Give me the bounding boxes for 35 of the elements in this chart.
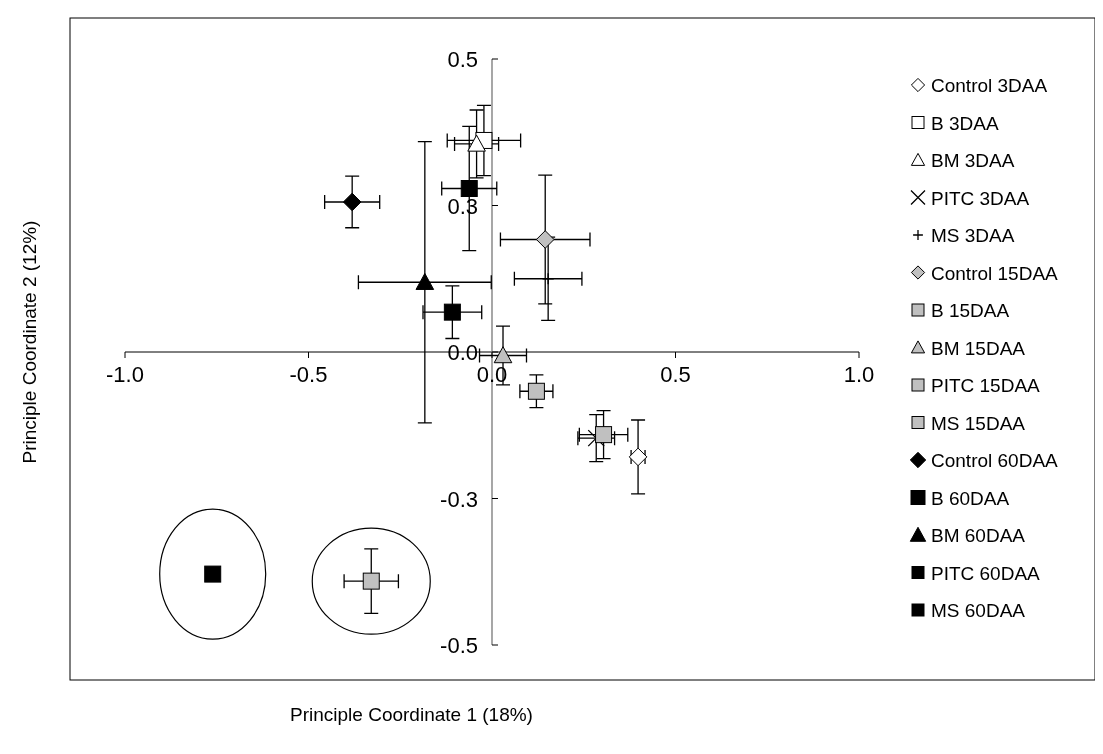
point bbox=[415, 272, 435, 290]
legend-label: Control 3DAA bbox=[931, 75, 1048, 96]
y-axis-title: Principle Coordinate 2 (12%) bbox=[19, 220, 40, 464]
legend-label: MS 15DAA bbox=[931, 412, 1026, 434]
point bbox=[541, 272, 555, 285]
legend-label: B 15DAA bbox=[931, 300, 1010, 321]
x-tick-label: -1.0 bbox=[106, 362, 144, 387]
point bbox=[460, 180, 478, 198]
legend-label: PITC 60DAA bbox=[931, 562, 1041, 584]
legend-label: MS 3DAA bbox=[931, 225, 1015, 246]
point bbox=[204, 565, 222, 583]
x-tick-label: -0.5 bbox=[289, 362, 328, 387]
legend-label: BM 60DAA bbox=[931, 525, 1026, 546]
legend-label: PITC 3DAA bbox=[931, 187, 1030, 209]
y-tick-label: -0.3 bbox=[440, 486, 478, 512]
point bbox=[535, 230, 555, 249]
legend-label: PITC 15DAA bbox=[931, 375, 1041, 396]
x-tick-label: 0.5 bbox=[660, 362, 691, 387]
legend-label: B 60DAA bbox=[931, 487, 1010, 509]
point bbox=[527, 382, 545, 400]
legend-label: MS 60DAA bbox=[931, 600, 1026, 621]
y-tick-label: 0.5 bbox=[447, 47, 478, 72]
point bbox=[587, 429, 605, 447]
point bbox=[443, 303, 461, 321]
legend-label: B 3DAA bbox=[931, 112, 999, 134]
legend-label: Control 60DAA bbox=[931, 450, 1059, 471]
x-axis-title: Principle Coordinate 1 (18%) bbox=[290, 704, 533, 725]
legend-label: Control 15DAA bbox=[931, 262, 1059, 284]
legend-label: BM 15DAA bbox=[931, 337, 1026, 359]
y-tick-label: 0.0 bbox=[447, 340, 478, 365]
legend-label: BM 3DAA bbox=[931, 150, 1015, 171]
point bbox=[595, 426, 613, 444]
y-tick-label: -0.5 bbox=[440, 633, 478, 658]
point bbox=[342, 192, 362, 212]
x-tick-label: 1.0 bbox=[843, 362, 875, 387]
